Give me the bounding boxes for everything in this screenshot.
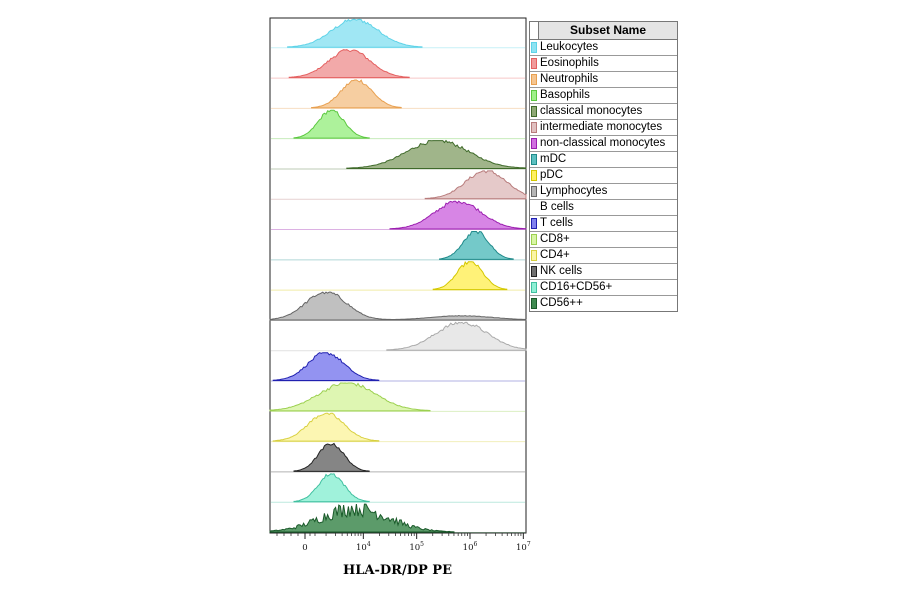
- histogram-area: [311, 79, 402, 109]
- histogram-area: [346, 139, 527, 169]
- x-tick-label: 105: [409, 541, 424, 553]
- legend-label: B cells: [540, 201, 574, 213]
- histogram-area: [269, 382, 431, 412]
- histogram-area: [288, 49, 410, 79]
- legend-swatch: [531, 154, 537, 165]
- legend-swatch: [531, 218, 537, 229]
- x-tick-label: 104: [356, 541, 371, 553]
- legend-label: Neutrophils: [540, 73, 599, 85]
- histogram-nk-cells: [271, 442, 525, 473]
- legend-label: Basophils: [540, 89, 590, 101]
- x-axis-label: HLA-DR/DP PE: [343, 563, 452, 578]
- legend-item: CD56++: [530, 296, 677, 311]
- legend-label: classical monocytes: [540, 105, 643, 117]
- histogram-t-cells: [271, 352, 525, 382]
- histogram-area: [386, 321, 527, 351]
- legend-label: NK cells: [540, 265, 583, 277]
- legend-label: mDC: [540, 153, 567, 165]
- histogram-b-cells: [271, 321, 527, 352]
- legend-item: B cells: [530, 200, 677, 216]
- legend-item: Basophils: [530, 88, 677, 104]
- legend-item: T cells: [530, 216, 677, 232]
- histogram-cd56-: [269, 503, 525, 533]
- legend-label: Leukocytes: [540, 41, 599, 53]
- histogram-area: [269, 291, 527, 321]
- x-tick-label: 106: [463, 541, 478, 553]
- histogram-neutrophils: [271, 79, 525, 109]
- histogram-area: [293, 109, 370, 139]
- x-tick-label: 107: [516, 541, 531, 553]
- histogram-area: [439, 230, 514, 260]
- legend-label: CD56++: [540, 297, 583, 309]
- legend-swatch: [531, 74, 537, 85]
- legend-item: Leukocytes: [530, 40, 677, 56]
- legend-label: Eosinophils: [540, 57, 599, 69]
- legend-item: mDC: [530, 152, 677, 168]
- legend-swatch: [531, 90, 537, 101]
- legend-item: NK cells: [530, 264, 677, 280]
- histogram-basophils: [271, 109, 525, 140]
- legend-swatch: [531, 298, 537, 309]
- legend-header: Subset Name: [530, 22, 677, 40]
- histogram-area: [389, 200, 527, 230]
- histogram-area: [432, 260, 508, 291]
- legend-item: CD4+: [530, 248, 677, 264]
- legend-swatch: [531, 282, 537, 293]
- legend-item: pDC: [530, 168, 677, 184]
- legend-item: Neutrophils: [530, 72, 677, 88]
- legend-item: classical monocytes: [530, 104, 677, 120]
- histogram-cd4-: [271, 412, 525, 443]
- legend-swatch: [531, 138, 537, 149]
- legend-label: CD8+: [540, 233, 570, 245]
- legend-swatch: [531, 234, 537, 245]
- histogram-area: [287, 18, 423, 48]
- legend-swatch: [531, 58, 537, 69]
- chart-legend: Subset Name Leukocytes Eosinophils Neutrop…: [529, 21, 678, 312]
- histogram-intermediate-monocytes: [271, 170, 527, 200]
- histogram-cd16-cd56-: [271, 473, 525, 503]
- legend-item: CD16+CD56+: [530, 280, 677, 296]
- legend-label: non-classical monocytes: [540, 137, 666, 149]
- legend-swatch: [531, 106, 537, 117]
- legend-label: pDC: [540, 169, 564, 181]
- legend-swatch: [531, 122, 537, 133]
- histogram-mdc: [271, 230, 525, 261]
- histogram-area: [269, 503, 455, 533]
- plot-frame: [269, 17, 527, 534]
- legend-swatch: [531, 42, 537, 53]
- legend-item: Lymphocytes: [530, 184, 677, 200]
- histogram-area: [272, 352, 380, 382]
- histogram-leukocytes: [271, 18, 525, 49]
- legend-label: Lymphocytes: [540, 185, 608, 197]
- histogram-area: [272, 412, 380, 442]
- histogram-area: [293, 442, 370, 472]
- histogram-non-classical-monocytes: [271, 200, 527, 231]
- histogram-area: [293, 473, 370, 503]
- legend-swatch: [531, 186, 537, 197]
- histogram-eosinophils: [271, 49, 525, 79]
- legend-item: CD8+: [530, 232, 677, 248]
- legend-label: intermediate monocytes: [540, 121, 663, 133]
- histogram-pdc: [271, 260, 525, 291]
- legend-swatch: [531, 266, 537, 277]
- legend-title: Subset Name: [539, 22, 677, 39]
- legend-swatch: [531, 202, 537, 213]
- legend-swatch: [531, 170, 537, 181]
- histogram-area: [424, 170, 527, 200]
- legend-swatch: [531, 250, 537, 261]
- histogram-lymphocytes: [269, 291, 527, 321]
- legend-label: CD16+CD56+: [540, 281, 613, 293]
- x-tick-label: 0: [302, 543, 307, 553]
- legend-item: Eosinophils: [530, 56, 677, 72]
- legend-item: non-classical monocytes: [530, 136, 677, 152]
- histogram-classical-monocytes: [271, 139, 527, 170]
- histogram-cd8-: [269, 382, 525, 412]
- legend-label: T cells: [540, 217, 574, 229]
- legend-item: intermediate monocytes: [530, 120, 677, 136]
- legend-label: CD4+: [540, 249, 570, 261]
